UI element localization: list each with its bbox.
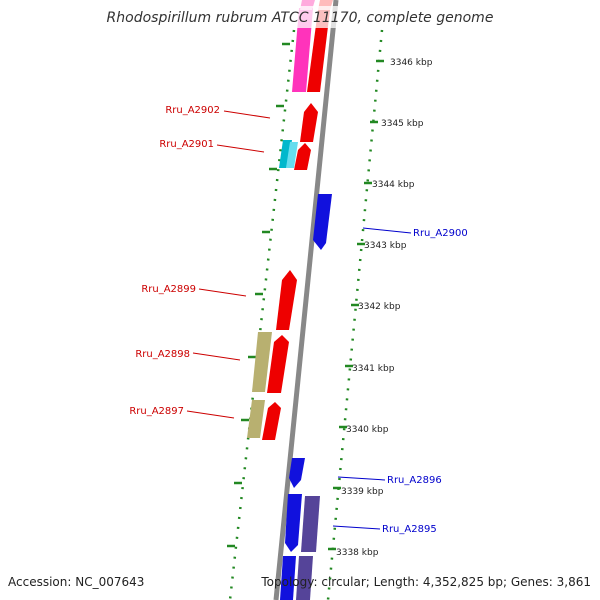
map-title: Rhodospirillum rubrum ATCC 11170, comple… (107, 10, 494, 26)
feature-other-2898[interactable] (252, 332, 272, 392)
scale-label: 3339 kbp (341, 487, 384, 497)
scale-label: 3341 kbp (352, 364, 395, 374)
feature-rru-a2895[interactable] (285, 494, 302, 552)
scale-labels: 3346 kbp 3345 kbp 3344 kbp 3343 kbp 3342… (336, 58, 433, 558)
gene-labels: Rru_A2902 Rru_A2901 Rru_A2900 Rru_A2899 … (129, 105, 467, 535)
gene-label-rru-a2896[interactable]: Rru_A2896 (387, 475, 442, 486)
feature-reverse-cds-bottom[interactable] (280, 556, 296, 600)
feature-other-2897[interactable] (247, 400, 265, 438)
scale-label: 3338 kbp (336, 548, 379, 558)
reverse-features (280, 194, 332, 600)
scale-label: 3346 kbp (390, 58, 433, 68)
feature-rrna-2[interactable] (286, 142, 298, 168)
feature-rru-a2896[interactable] (289, 458, 305, 488)
feature-trna[interactable] (292, 8, 313, 92)
scale-label: 3340 kbp (346, 425, 389, 435)
scale-label: 3343 kbp (364, 241, 407, 251)
gene-label-rru-a2895[interactable]: Rru_A2895 (382, 524, 437, 535)
ruler-ticks (227, 42, 384, 551)
feature-rru-a2898[interactable] (267, 335, 289, 393)
gene-label-rru-a2900[interactable]: Rru_A2900 (413, 228, 468, 239)
feature-rru-a2902[interactable] (300, 103, 318, 142)
backbone (273, 0, 339, 600)
feature-cds[interactable] (307, 10, 330, 92)
scale-label: 3345 kbp (381, 119, 424, 129)
feature-rru-a2899[interactable] (276, 270, 297, 330)
scale-label: 3344 kbp (372, 180, 415, 190)
accession-text: Accession: NC_007643 (8, 575, 144, 589)
forward-features (247, 0, 333, 440)
feature-rru-a2901[interactable] (294, 143, 311, 170)
feature-rru-a2900[interactable] (313, 194, 332, 250)
feature-reverse-other[interactable] (301, 496, 320, 552)
feature-reverse-other-bottom[interactable] (296, 556, 313, 600)
scale-label: 3342 kbp (358, 302, 401, 312)
feature-rru-a2897[interactable] (262, 402, 281, 440)
gene-label-rru-a2901[interactable]: Rru_A2901 (159, 139, 214, 150)
gene-label-rru-a2902[interactable]: Rru_A2902 (165, 105, 220, 116)
gene-label-rru-a2898[interactable]: Rru_A2898 (135, 349, 190, 360)
label-leaders (186, 110, 412, 530)
gene-label-rru-a2897[interactable]: Rru_A2897 (129, 406, 184, 417)
gene-label-rru-a2899[interactable]: Rru_A2899 (141, 284, 196, 295)
outer-ruler (326, 29, 384, 600)
topology-text: Topology: circular; Length: 4,352,825 bp… (260, 575, 591, 589)
